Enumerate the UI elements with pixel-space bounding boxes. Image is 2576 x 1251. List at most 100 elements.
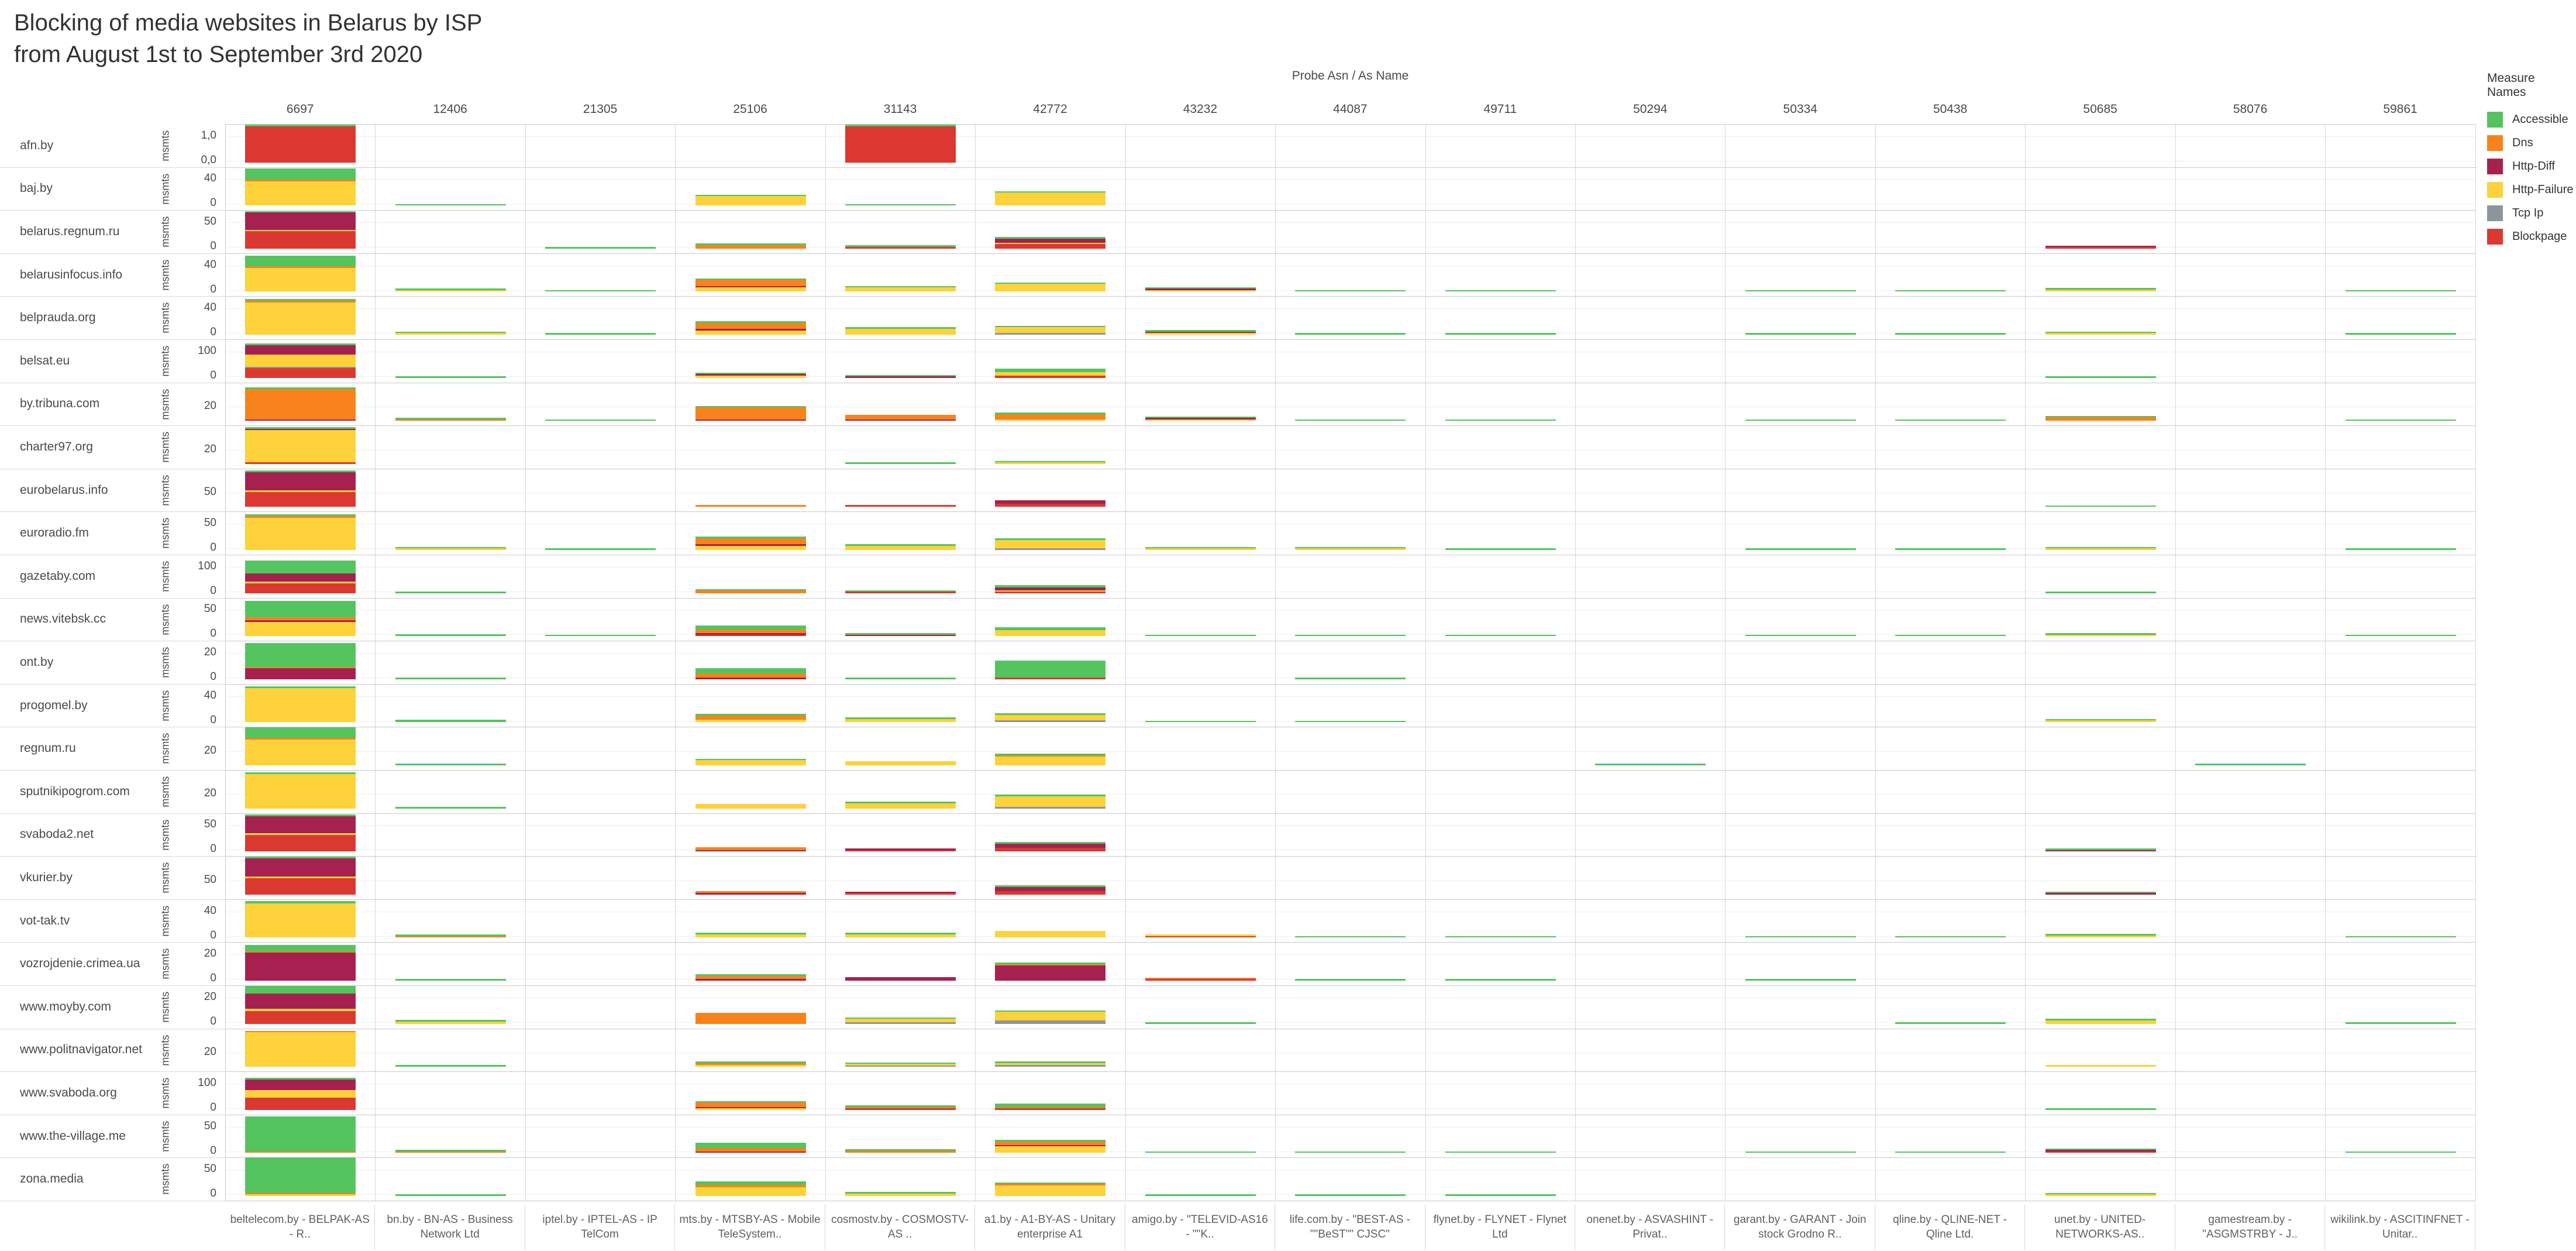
chart-cell[interactable]	[1126, 986, 1276, 1029]
chart-cell[interactable]	[526, 469, 676, 512]
chart-cell[interactable]	[2026, 167, 2176, 211]
stacked-bar[interactable]	[395, 979, 506, 981]
stacked-bar[interactable]	[245, 686, 356, 723]
chart-cell[interactable]	[2026, 469, 2176, 512]
chart-cell[interactable]	[1276, 1072, 1426, 1115]
stacked-bar[interactable]	[845, 977, 956, 981]
chart-cell[interactable]	[826, 340, 976, 383]
stacked-bar[interactable]	[1295, 677, 1406, 679]
chart-cell[interactable]	[526, 943, 676, 985]
chart-cell[interactable]	[826, 253, 976, 297]
stacked-bar[interactable]	[695, 372, 806, 378]
chart-cell[interactable]	[1276, 1115, 1426, 1158]
legend-item-tcp ip[interactable]: Tcp Ip	[2487, 201, 2576, 225]
chart-cell[interactable]	[376, 943, 526, 985]
chart-cell[interactable]	[526, 813, 676, 857]
chart-cell[interactable]	[376, 1158, 526, 1201]
chart-cell[interactable]	[1276, 684, 1426, 727]
stacked-bar[interactable]	[1295, 333, 1406, 335]
chart-cell[interactable]	[1876, 297, 2026, 339]
stacked-bar[interactable]	[395, 1064, 506, 1067]
stacked-bar[interactable]	[1295, 547, 1406, 550]
chart-cell[interactable]	[1876, 943, 2026, 985]
chart-cell[interactable]	[1576, 771, 1726, 813]
stacked-bar[interactable]	[1745, 548, 1856, 550]
stacked-bar[interactable]	[695, 1143, 806, 1153]
chart-cell[interactable]	[2326, 340, 2476, 383]
chart-cell[interactable]	[1876, 1115, 2026, 1158]
chart-cell[interactable]	[1876, 253, 2026, 297]
chart-cell[interactable]	[526, 125, 676, 167]
chart-cell[interactable]	[1576, 383, 1726, 426]
stacked-bar[interactable]	[245, 1077, 356, 1110]
chart-cell[interactable]	[1576, 598, 1726, 641]
chart-cell[interactable]	[2326, 1115, 2476, 1158]
chart-cell[interactable]	[526, 340, 676, 383]
stacked-bar[interactable]	[395, 376, 506, 378]
chart-cell[interactable]	[826, 512, 976, 555]
chart-cell[interactable]	[2026, 1158, 2176, 1201]
chart-cell[interactable]	[1126, 555, 1276, 598]
chart-cell[interactable]	[1576, 727, 1726, 770]
chart-cell[interactable]	[226, 340, 376, 383]
chart-cell[interactable]	[826, 641, 976, 684]
chart-cell[interactable]	[2026, 986, 2176, 1029]
stacked-bar[interactable]	[1745, 979, 1856, 981]
chart-cell[interactable]	[376, 1115, 526, 1158]
row-label-domain[interactable]: svaboda2.net	[20, 827, 94, 841]
chart-cell[interactable]	[2326, 986, 2476, 1029]
chart-cell[interactable]	[826, 771, 976, 813]
stacked-bar[interactable]	[245, 643, 356, 679]
stacked-bar[interactable]	[845, 286, 956, 292]
stacked-bar[interactable]	[1445, 979, 1556, 981]
chart-cell[interactable]	[2326, 943, 2476, 985]
stacked-bar[interactable]	[245, 727, 356, 765]
chart-cell[interactable]	[1426, 1072, 1576, 1115]
chart-cell[interactable]	[2326, 598, 2476, 641]
chart-cell[interactable]	[1426, 340, 1576, 383]
chart-cell[interactable]	[976, 340, 1126, 383]
stacked-bar[interactable]	[1145, 1151, 1256, 1153]
chart-cell[interactable]	[2026, 899, 2176, 943]
chart-cell[interactable]	[1426, 598, 1576, 641]
row-label-domain[interactable]: www.politnavigator.net	[20, 1043, 142, 1057]
chart-cell[interactable]	[1426, 899, 1576, 943]
chart-cell[interactable]	[976, 943, 1126, 985]
chart-cell[interactable]	[526, 986, 676, 1029]
column-header-asn[interactable]: 49711	[1483, 102, 1517, 116]
chart-cell[interactable]	[1276, 771, 1426, 813]
chart-cell[interactable]	[1426, 641, 1576, 684]
chart-cell[interactable]	[226, 771, 376, 813]
stacked-bar[interactable]	[995, 369, 1106, 378]
chart-cell[interactable]	[2026, 1072, 2176, 1115]
stacked-bar[interactable]	[845, 933, 956, 938]
column-header-asn[interactable]: 50334	[1783, 102, 1817, 116]
chart-cell[interactable]	[1726, 943, 1876, 985]
stacked-bar[interactable]	[1295, 979, 1406, 981]
stacked-bar[interactable]	[1145, 720, 1256, 723]
column-footer-isp[interactable]: qline.by - QLINE-NET - Qline Ltd.	[1875, 1204, 2026, 1250]
chart-cell[interactable]	[376, 383, 526, 426]
chart-cell[interactable]	[1726, 555, 1876, 598]
chart-cell[interactable]	[1576, 512, 1726, 555]
chart-cell[interactable]	[1876, 598, 2026, 641]
chart-cell[interactable]	[526, 1115, 676, 1158]
stacked-bar[interactable]	[245, 387, 356, 421]
stacked-bar[interactable]	[395, 592, 506, 593]
chart-cell[interactable]	[1726, 857, 1876, 899]
stacked-bar[interactable]	[695, 1061, 806, 1067]
chart-cell[interactable]	[226, 684, 376, 727]
chart-cell[interactable]	[1876, 340, 2026, 383]
chart-cell[interactable]	[1876, 555, 2026, 598]
stacked-bar[interactable]	[1895, 1022, 2006, 1024]
stacked-bar[interactable]	[995, 538, 1106, 550]
chart-cell[interactable]	[2026, 253, 2176, 297]
stacked-bar[interactable]	[1295, 419, 1406, 421]
chart-cell[interactable]	[2326, 469, 2476, 512]
stacked-bar[interactable]	[995, 660, 1106, 679]
chart-cell[interactable]	[376, 253, 526, 297]
stacked-bar[interactable]	[845, 327, 956, 335]
chart-cell[interactable]	[2326, 211, 2476, 253]
chart-cell[interactable]	[2326, 297, 2476, 339]
chart-cell[interactable]	[826, 555, 976, 598]
